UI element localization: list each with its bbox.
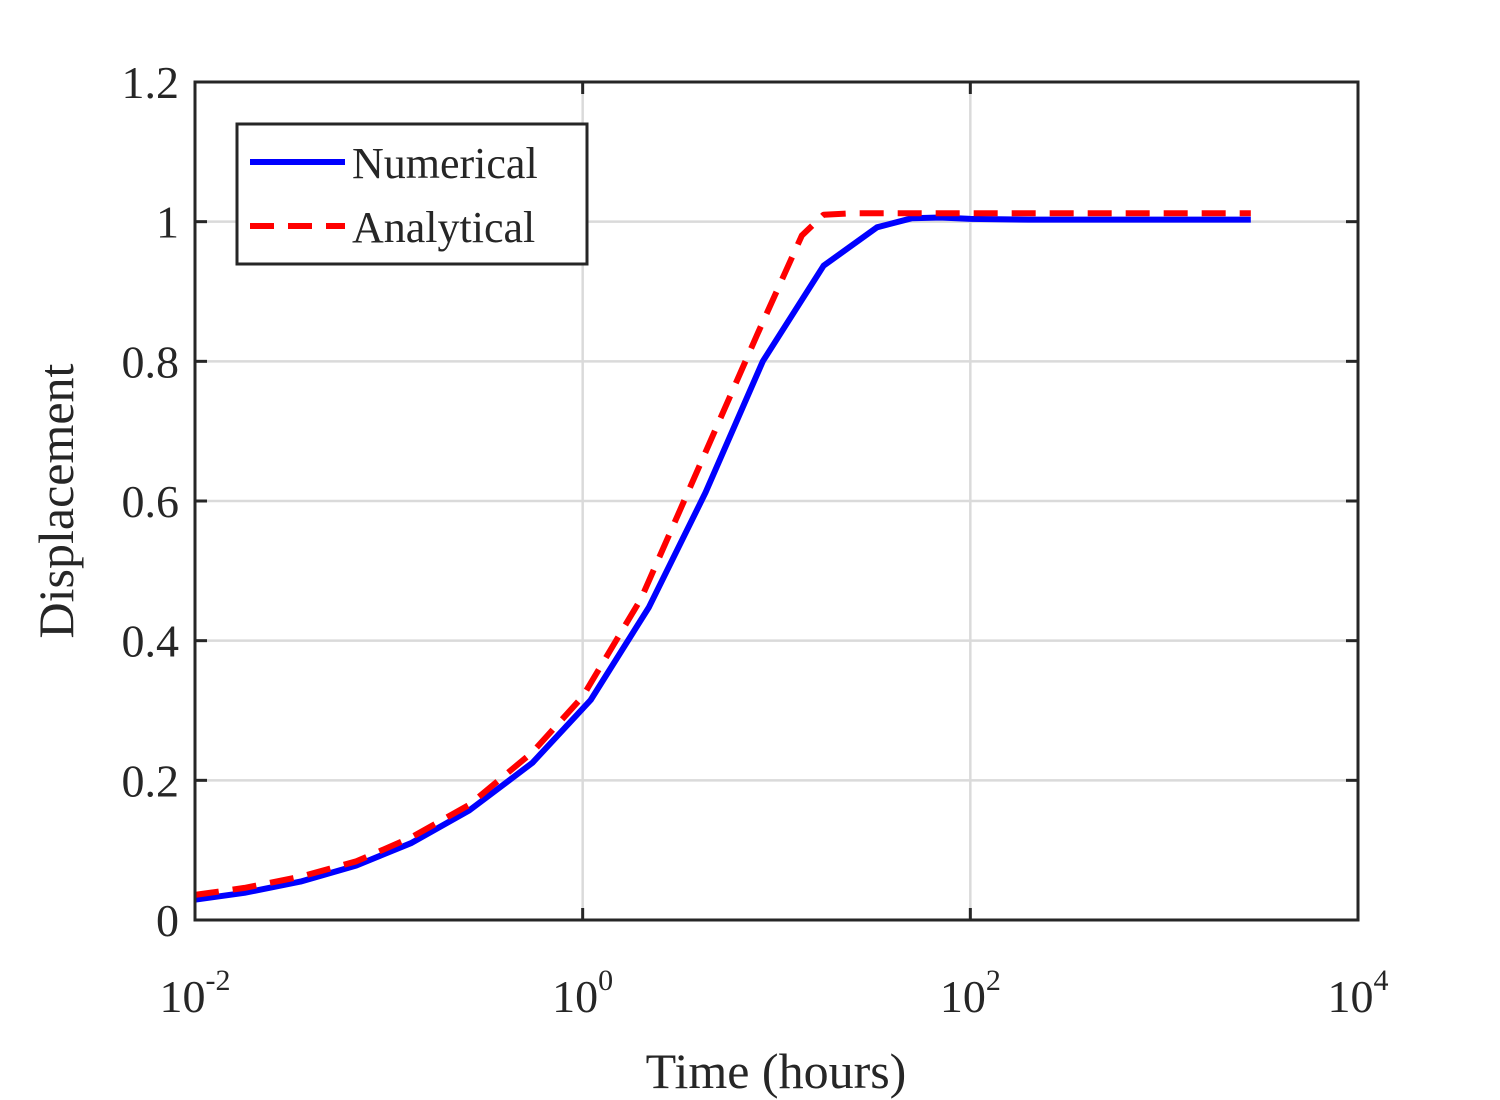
x-tick-label: 10-2 <box>160 964 231 1022</box>
y-tick-label: 0.2 <box>122 755 180 806</box>
series-lines <box>194 210 1251 903</box>
x-tick-label: 104 <box>1328 964 1389 1022</box>
y-tick-label: 0.4 <box>122 616 180 667</box>
y-tick-label: 0 <box>156 895 179 946</box>
x-tick-label: 100 <box>552 964 613 1022</box>
series-line-analytical <box>194 210 1251 898</box>
y-tick-label: 1.2 <box>122 57 180 108</box>
legend: Numerical Analytical <box>235 122 589 266</box>
y-tick-label: 1 <box>156 197 179 248</box>
x-tick-label: 102 <box>940 964 1001 1022</box>
tick-marks <box>193 80 1360 922</box>
y-tick-labels: 0 0.2 0.4 0.6 0.8 1 1.2 <box>122 57 180 946</box>
y-axis-title: Displacement <box>28 363 84 638</box>
x-axis-title: Time (hours) <box>646 1043 907 1099</box>
y-tick-label: 0.6 <box>122 476 180 527</box>
legend-label-analytical: Analytical <box>352 203 535 252</box>
series-line-numerical <box>194 214 1251 903</box>
legend-label-numerical: Numerical <box>352 139 538 188</box>
x-tick-labels: 10-2 100 102 104 <box>160 964 1389 1022</box>
legend-box <box>235 122 589 266</box>
y-tick-label: 0.8 <box>122 336 180 387</box>
